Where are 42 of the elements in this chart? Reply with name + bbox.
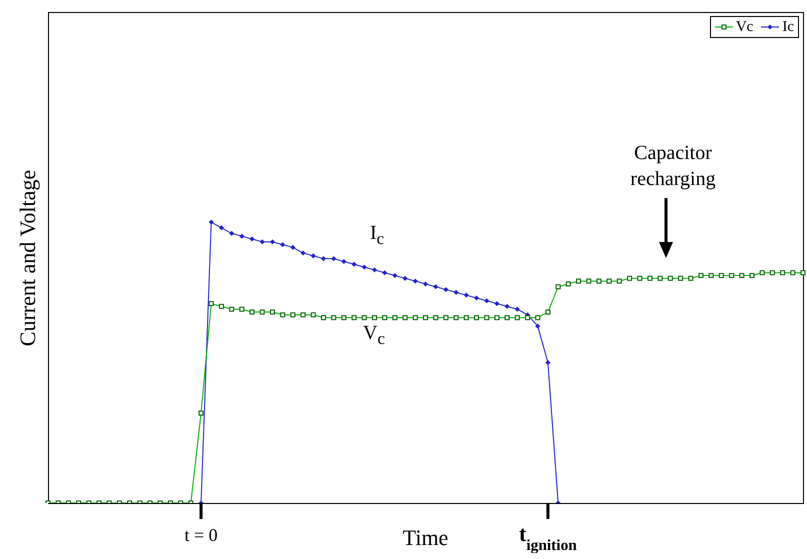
point: [280, 242, 286, 248]
point: [300, 250, 306, 256]
point: [392, 273, 398, 278]
legend-label: Vc: [736, 18, 754, 37]
point: [433, 284, 438, 290]
point: [260, 239, 265, 244]
point: [443, 287, 448, 292]
text: Capacitor recharging: [629, 141, 717, 192]
point: [270, 239, 275, 244]
point: [362, 264, 367, 270]
annotation: V$_{c}$: [363, 321, 385, 350]
point: [372, 267, 377, 272]
point: [331, 256, 336, 262]
legend-label: Ic: [782, 18, 794, 37]
point: [494, 301, 500, 306]
point: [239, 234, 244, 239]
point: [382, 270, 388, 276]
point: [208, 220, 214, 225]
point: [310, 253, 316, 258]
y-axis-title: Current and Voltage: [15, 169, 41, 346]
x-axis-title: Time: [402, 525, 448, 550]
point: [535, 324, 540, 329]
point: [514, 306, 520, 312]
point: [320, 256, 326, 262]
point: [474, 295, 480, 300]
point: [218, 225, 224, 230]
point: [290, 244, 296, 250]
point: [402, 276, 408, 281]
point: [250, 236, 255, 242]
point: [341, 258, 346, 264]
point: [423, 281, 428, 286]
annotation: I$_{c}$: [370, 221, 384, 250]
point: [464, 292, 469, 298]
x-tick-label: t = 0: [184, 525, 218, 545]
point: [504, 304, 510, 309]
point: [412, 278, 418, 284]
x-tick-label: t$_{ignition}$: [519, 521, 578, 554]
point: [352, 262, 357, 267]
point: [545, 360, 550, 366]
point: [229, 230, 234, 236]
point: [484, 298, 490, 304]
point: [454, 290, 459, 295]
